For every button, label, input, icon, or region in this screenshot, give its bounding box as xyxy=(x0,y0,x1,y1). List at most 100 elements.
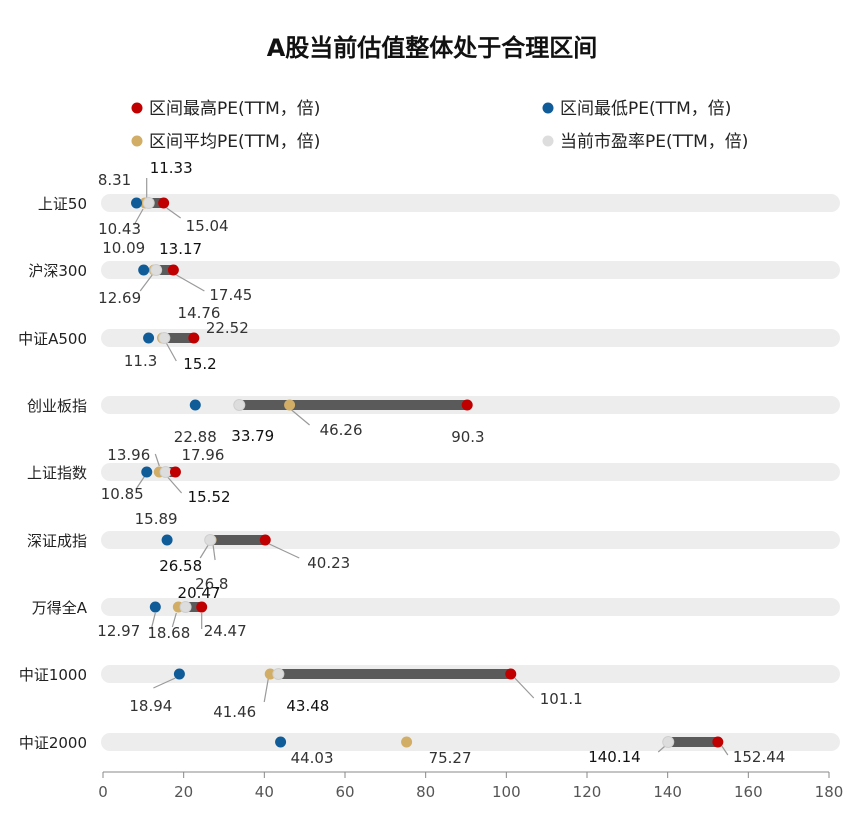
chart-row: 中证A500 11.3 14.76 15.2 22.52 xyxy=(18,304,840,373)
value-label-min: 44.03 xyxy=(291,749,334,767)
x-tick-label: 120 xyxy=(573,783,602,801)
value-label-max: 40.23 xyxy=(307,554,350,572)
category-label: 万得全A xyxy=(32,599,88,617)
category-label: 上证50 xyxy=(38,195,87,213)
category-label: 中证1000 xyxy=(19,666,87,684)
dot-cur xyxy=(233,399,246,411)
row-track xyxy=(101,329,840,347)
value-label-cur: 13.17 xyxy=(159,240,202,258)
dot-max xyxy=(167,264,179,276)
category-label: 创业板指 xyxy=(27,397,87,415)
value-label-max: 15.04 xyxy=(186,217,229,235)
value-label-avg: 46.26 xyxy=(320,421,363,439)
chart-title: A股当前估值整体处于合理区间 xyxy=(267,34,598,62)
value-label-max: 17.96 xyxy=(181,446,224,464)
x-tick-label: 140 xyxy=(653,783,682,801)
category-label: 中证2000 xyxy=(19,734,87,752)
value-label-min: 11.3 xyxy=(124,352,157,370)
row-track xyxy=(101,194,840,212)
dot-cur xyxy=(272,668,285,680)
leader-line-cur xyxy=(167,476,183,494)
dot-cur xyxy=(179,601,192,613)
leader-line-cur xyxy=(165,342,177,362)
category-label: 深证成指 xyxy=(27,532,87,550)
leader-line-avg xyxy=(263,678,269,703)
value-label-avg: 14.76 xyxy=(178,304,221,322)
legend-marker-min xyxy=(542,102,554,114)
dot-max xyxy=(712,736,724,748)
dot-min xyxy=(143,332,155,344)
value-label-max: 152.44 xyxy=(733,748,786,766)
chart-rows: 上证50 8.31 10.43 11.33 15.04 沪深300 10.09 12.69 13… xyxy=(18,159,840,767)
value-label-max: 17.45 xyxy=(209,286,252,304)
value-label-cur: 140.14 xyxy=(588,748,641,766)
dot-cur xyxy=(158,332,171,344)
legend-label-cur: 当前市盈率PE(TTM，倍) xyxy=(560,132,748,152)
x-tick-label: 100 xyxy=(492,783,521,801)
current-to-max-bar xyxy=(185,602,202,612)
value-label-min: 18.94 xyxy=(129,697,172,715)
value-label-avg: 18.68 xyxy=(147,624,190,642)
value-label-avg: 13.96 xyxy=(107,446,150,464)
row-track xyxy=(101,261,840,279)
row-track xyxy=(101,531,840,549)
dot-min xyxy=(275,736,287,748)
dot-min xyxy=(141,466,153,478)
chart-legend: 区间最高PE(TTM，倍) 区间最低PE(TTM，倍) 区间平均PE(TTM，倍) 当… xyxy=(131,99,748,152)
dot-avg xyxy=(401,736,413,748)
leader-line-max xyxy=(514,677,535,699)
dot-min xyxy=(138,264,150,276)
value-label-avg: 12.69 xyxy=(98,289,141,307)
value-label-max: 90.3 xyxy=(451,428,484,446)
x-tick-label: 180 xyxy=(815,783,844,801)
dot-min xyxy=(149,601,161,613)
legend-marker-max xyxy=(131,102,143,114)
leader-line-avg xyxy=(291,409,310,426)
dot-min xyxy=(173,668,185,680)
leader-line-max xyxy=(721,745,729,756)
category-label: 沪深300 xyxy=(28,262,87,280)
dot-max xyxy=(188,332,200,344)
current-to-max-bar xyxy=(668,737,718,747)
chart-row: 万得全A 12.97 18.68 20.47 24.47 xyxy=(32,584,840,642)
value-label-cur: 20.47 xyxy=(178,584,221,602)
value-label-cur: 15.2 xyxy=(183,355,216,373)
chart-row: 中证1000 18.94 41.46 43.48 101.1 xyxy=(19,665,840,721)
value-label-avg: 75.27 xyxy=(429,749,472,767)
value-label-max: 101.1 xyxy=(540,690,583,708)
value-label-avg: 41.46 xyxy=(213,703,256,721)
chart-row: 深证成指 15.89 26.826.58 40.23 xyxy=(27,510,840,593)
current-to-max-bar xyxy=(156,265,174,275)
value-label-min: 12.97 xyxy=(97,622,140,640)
legend-marker-avg xyxy=(131,135,143,147)
value-label-max: 22.52 xyxy=(206,319,249,337)
leader-line-avg xyxy=(212,544,216,561)
dot-max xyxy=(158,197,170,209)
category-label: 上证指数 xyxy=(27,464,87,482)
dot-avg xyxy=(284,399,296,411)
legend-label-avg: 区间平均PE(TTM，倍) xyxy=(149,132,320,152)
leader-line-min xyxy=(153,677,176,689)
value-label-cur: 26.58 xyxy=(159,557,202,575)
dot-max xyxy=(505,668,517,680)
chart-row: 创业板指 22.88 46.26 33.79 90.3 xyxy=(27,396,840,446)
chart-row: 上证50 8.31 10.43 11.33 15.04 xyxy=(38,159,840,238)
value-label-avg: 10.43 xyxy=(98,220,141,238)
x-axis: 0 20 40 60 80 100 120 140 160 180 xyxy=(98,771,844,801)
chart-row: 上证指数 10.85 13.96 15.52 17.96 xyxy=(27,446,840,506)
dot-avg xyxy=(264,668,276,680)
x-tick-label: 60 xyxy=(335,783,354,801)
leader-line-avg xyxy=(171,612,177,628)
leader-line-avg xyxy=(154,453,160,467)
value-label-min: 22.88 xyxy=(174,428,217,446)
value-label-avg: 26.8 xyxy=(195,575,228,593)
dot-min xyxy=(189,399,201,411)
legend-label-min: 区间最低PE(TTM，倍) xyxy=(560,99,731,119)
leader-line-avg xyxy=(133,208,144,226)
legend-marker-cur xyxy=(542,135,554,147)
current-to-max-bar xyxy=(239,400,468,410)
value-label-min: 8.31 xyxy=(98,171,131,189)
row-track xyxy=(101,463,840,481)
current-to-max-bar xyxy=(210,535,266,545)
